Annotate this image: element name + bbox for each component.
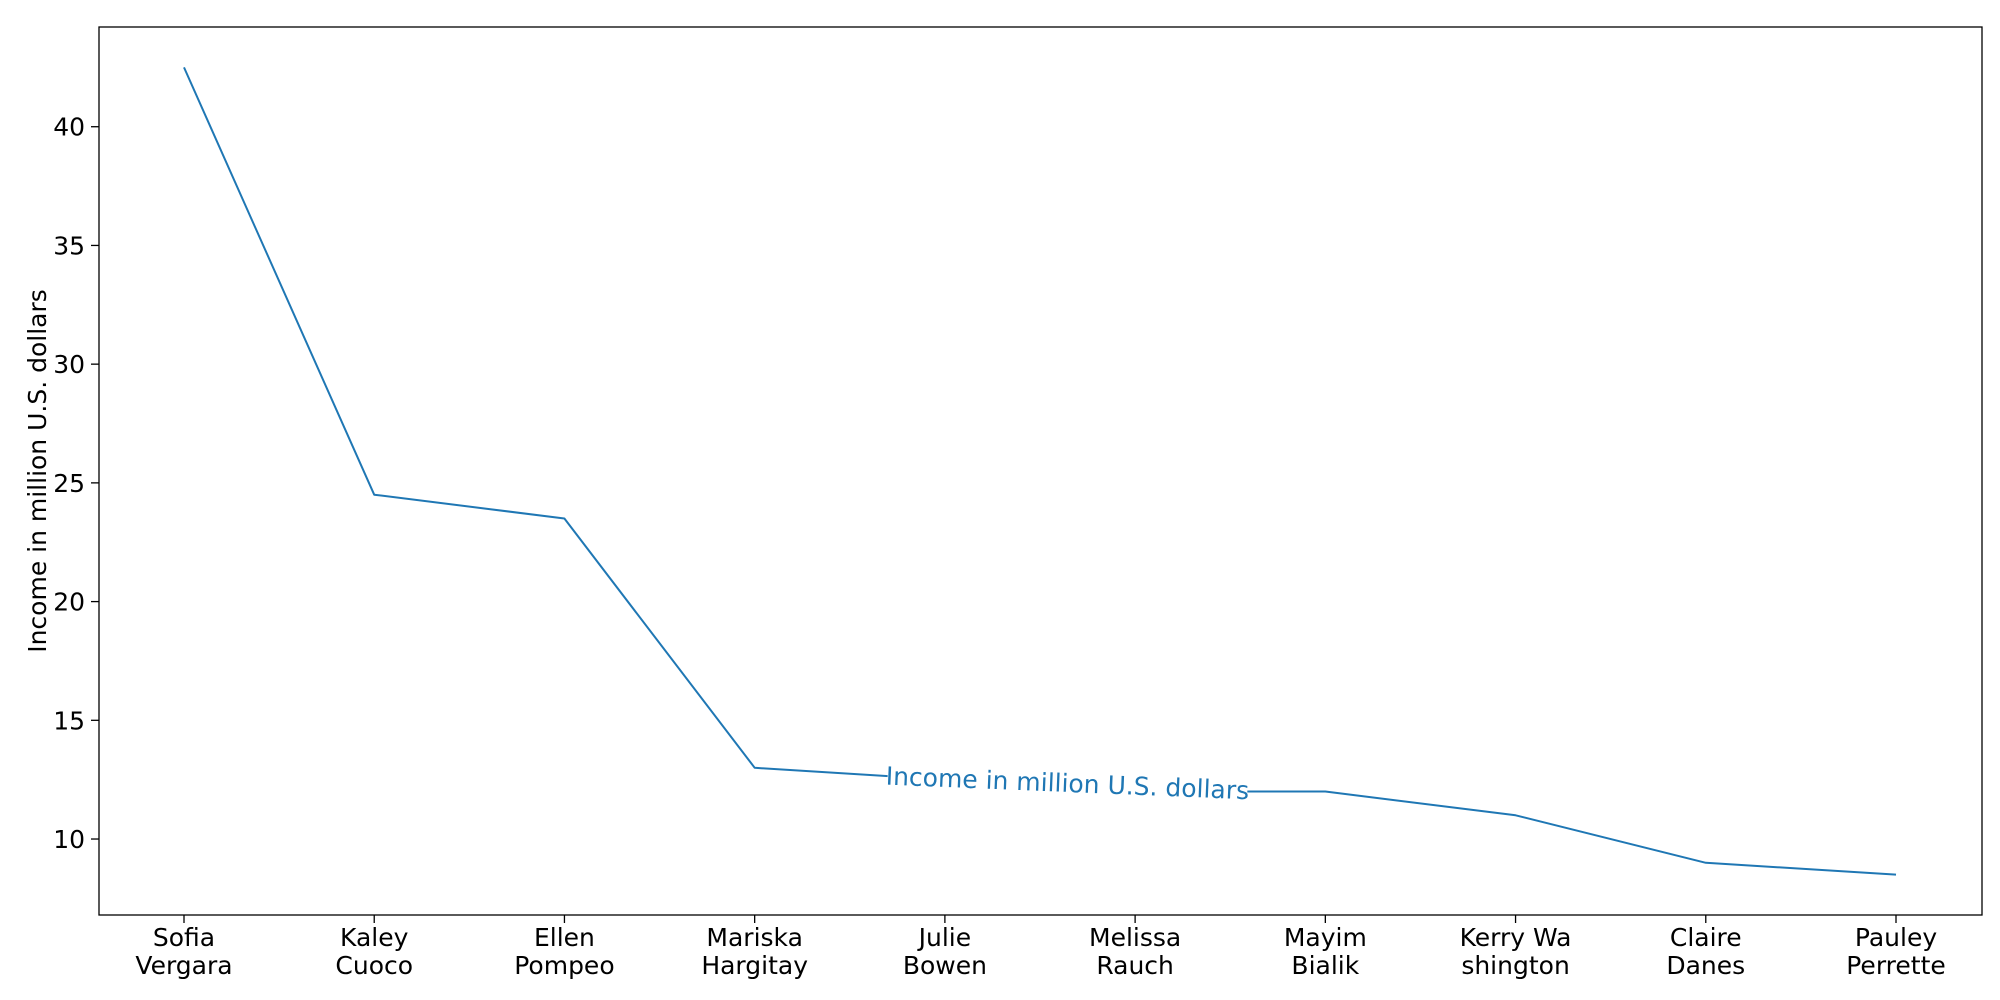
y-tick-label: 20 [53,588,85,617]
x-tick-label: Claire Danes [1666,923,1745,980]
y-tick-label: 25 [53,469,85,498]
y-axis: 10 15 20 25 30 35 40 [53,113,99,854]
series-label: Income in million U.S. dollars [885,762,1249,806]
x-tick-label: Mayim Bialik [1284,923,1367,980]
plot-frame [98,26,1983,916]
y-tick-label: 35 [53,231,85,260]
x-tick-label: Julie Bowen [903,923,987,980]
series-layer: Income in million U.S. dollars [183,66,1897,876]
x-tick-label: Pauley Perrette [1846,923,1946,980]
x-axis: Sofia Vergara Kaley Cuoco Ellen Pompeo Mariska… [135,915,1946,980]
x-tick-label: Mariska Hargitay [701,923,808,980]
x-tick-label: Kerry Wa shington [1460,923,1572,980]
y-tick-label: 40 [53,113,85,142]
x-tick-label: Sofia Vergara [135,923,232,980]
x-tick-label: Kaley Cuoco [335,923,413,980]
y-tick-label: 15 [53,706,85,735]
y-tick-label: 10 [53,825,85,854]
y-axis-label: Income in million U.S. dollars [23,289,52,653]
series-label-background [887,761,1248,803]
y-tick-label: 30 [53,350,85,379]
series-line [183,66,1897,876]
x-tick-label: Ellen Pompeo [514,923,614,980]
x-tick-label: Melissa Rauch [1089,923,1181,980]
